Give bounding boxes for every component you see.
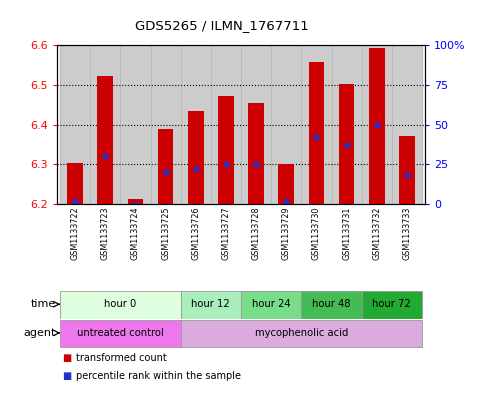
Text: ■: ■ [62,371,71,381]
Text: transformed count: transformed count [76,353,167,363]
Text: hour 12: hour 12 [191,299,230,309]
Bar [218,96,234,204]
Bar [67,163,83,204]
Bar [181,45,211,204]
Text: percentile rank within the sample: percentile rank within the sample [76,371,242,381]
Bar [362,45,392,204]
Bar [339,84,355,204]
Bar [90,45,120,204]
Text: agent: agent [23,328,56,338]
Bar [60,320,181,347]
Bar [301,45,331,204]
Bar [181,320,422,347]
Bar [158,129,173,204]
Bar [211,45,241,204]
Text: hour 48: hour 48 [313,299,351,309]
Bar [399,136,415,204]
Bar [331,45,362,204]
Bar [369,48,384,204]
Bar [271,45,301,204]
Text: untreated control: untreated control [77,328,164,338]
Text: hour 24: hour 24 [252,299,290,309]
Text: GDS5265 / ILMN_1767711: GDS5265 / ILMN_1767711 [135,19,309,32]
Bar [301,291,362,319]
Bar [151,45,181,204]
Bar [392,45,422,204]
Text: hour 72: hour 72 [372,299,411,309]
Text: mycophenolic acid: mycophenolic acid [255,328,348,338]
Bar [309,62,324,204]
Bar [120,45,151,204]
Bar [241,45,271,204]
Bar [278,164,294,204]
Bar [188,112,204,204]
Bar [362,291,422,319]
Bar [128,199,143,204]
Bar [60,291,181,319]
Bar [60,45,90,204]
Bar [248,103,264,204]
Text: ■: ■ [62,353,71,363]
Text: time: time [30,299,56,309]
Bar [98,76,113,204]
Text: hour 0: hour 0 [104,299,137,309]
Bar [241,291,301,319]
Bar [181,291,241,319]
